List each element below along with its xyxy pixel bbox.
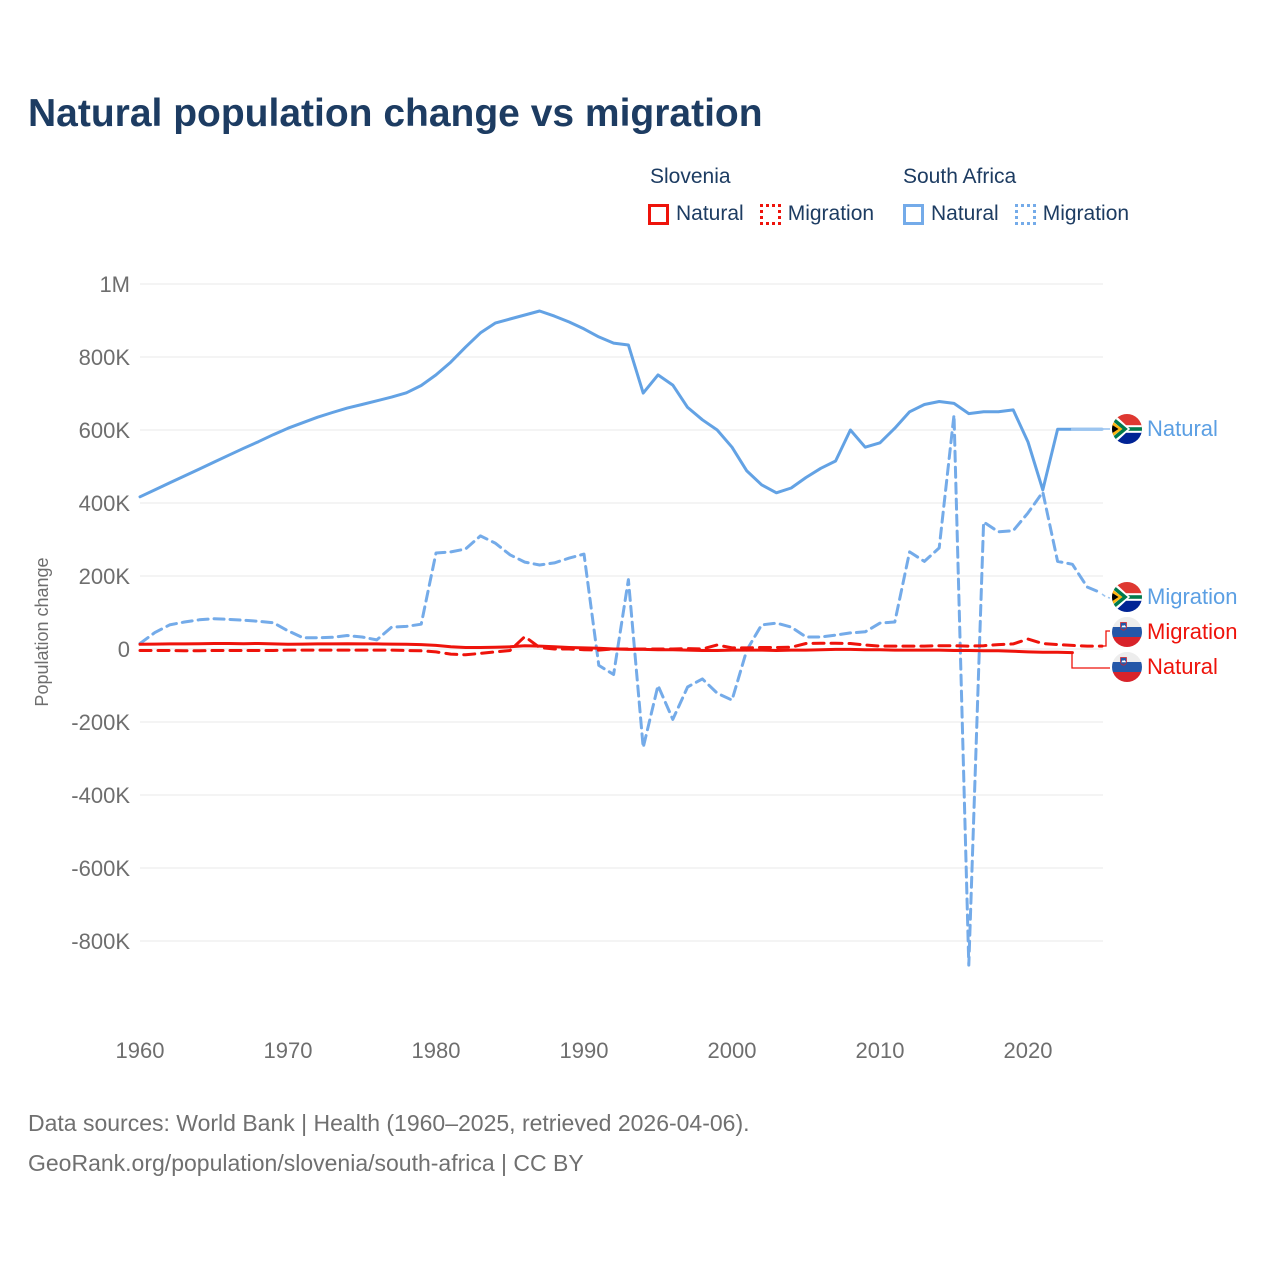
y-tick-label-200K: 200K (79, 564, 131, 589)
y-tick-label-1M: 1M (99, 272, 130, 297)
series-end-label-text: Natural (1147, 654, 1218, 679)
legend-label: Migration (787, 202, 875, 225)
slovenia-flag-icon (1112, 652, 1142, 682)
legend-items-south-africa: Natural Migration (903, 202, 1129, 226)
legend-group-slovenia: Slovenia (650, 165, 731, 188)
data-source-note: Data sources: World Bank | Health (1960–… (28, 1103, 750, 1183)
legend-items-slovenia: Natural Migration (648, 202, 874, 226)
series-end-label-si-migration: Migration (1112, 617, 1237, 647)
series-end-label-za-natural: Natural (1112, 414, 1218, 444)
series-line-za-migration (138, 413, 1104, 967)
y-tick-label--200K: -200K (71, 710, 130, 735)
legend-item-south-africa-migration[interactable]: Migration (1014, 202, 1130, 226)
legend-swatch-dotted-blue (1014, 203, 1036, 225)
legend-label: Natural (931, 202, 999, 225)
y-tick-label--800K: -800K (71, 929, 130, 954)
legend-swatch-dotted-red (759, 203, 781, 225)
x-tick-label-1990: 1990 (560, 1038, 609, 1063)
y-tick-label--400K: -400K (71, 783, 130, 808)
x-tick-label-1970: 1970 (264, 1038, 313, 1063)
series-end-label-za-migration: Migration (1112, 582, 1237, 612)
legend-item-slovenia-natural[interactable]: Natural (648, 202, 744, 226)
y-tick-label-600K: 600K (79, 418, 131, 443)
leader-si-natural (1071, 653, 1110, 669)
source-line-1: Data sources: World Bank | Health (1960–… (28, 1110, 750, 1136)
series-end-label-si-natural: Natural (1112, 652, 1218, 682)
legend-group-south-africa: South Africa (903, 165, 1017, 188)
leader-si-migration (1102, 630, 1110, 647)
legend-item-south-africa-natural[interactable]: Natural (903, 202, 999, 226)
page-title: Natural population change vs migration (28, 92, 763, 135)
series-line-za-natural (138, 309, 1104, 499)
leader-za-migration (1101, 593, 1111, 599)
south-africa-flag-icon (1112, 582, 1142, 612)
y-tick-label--600K: -600K (71, 856, 130, 881)
x-tick-label-2000: 2000 (708, 1038, 757, 1063)
legend-swatch-solid-red (648, 203, 669, 225)
x-tick-label-1980: 1980 (412, 1038, 461, 1063)
series-end-label-text: Natural (1147, 416, 1218, 441)
y-tick-label-800K: 800K (79, 345, 131, 370)
legend-label: Natural (676, 202, 744, 225)
x-tick-label-1960: 1960 (116, 1038, 165, 1063)
legend-label: Migration (1042, 202, 1130, 225)
y-tick-label-0: 0 (118, 637, 130, 662)
slovenia-flag-icon (1112, 617, 1142, 647)
south-africa-flag-icon (1112, 414, 1142, 444)
source-line-2: GeoRank.org/population/slovenia/south-af… (28, 1150, 584, 1176)
series-end-label-text: Migration (1147, 584, 1238, 609)
legend-item-slovenia-migration[interactable]: Migration (759, 202, 875, 226)
x-tick-label-2010: 2010 (856, 1038, 905, 1063)
series-end-label-text: Migration (1147, 619, 1238, 644)
y-tick-label-400K: 400K (79, 491, 131, 516)
legend-swatch-solid-blue (903, 203, 924, 225)
x-tick-label-2020: 2020 (1004, 1038, 1053, 1063)
series-line-si-migration (138, 635, 1104, 657)
